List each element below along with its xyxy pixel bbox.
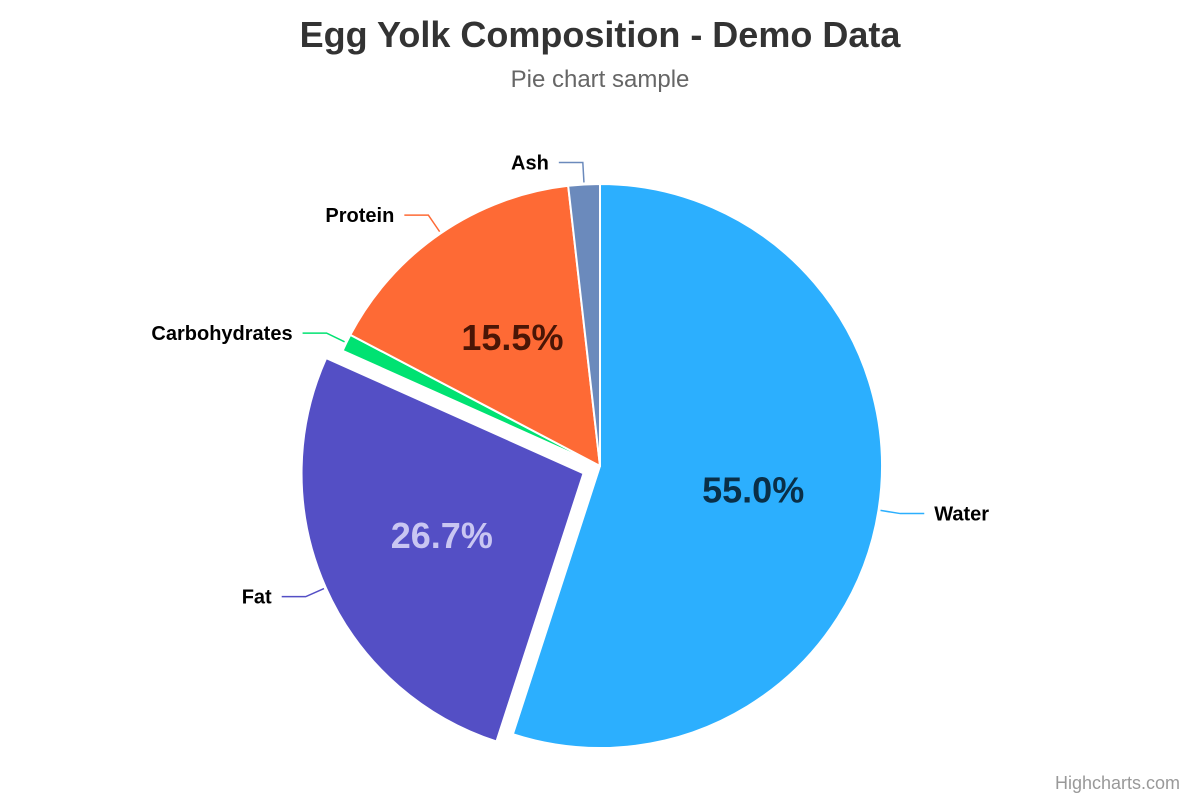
connector-carbohydrates (302, 332, 345, 343)
connector-protein (404, 214, 441, 233)
slice-labels: 55.0% Water 26.7% Fat Carbohydrates 15.5% Prot… (151, 152, 989, 608)
slice-value-label-protein: 15.5% (461, 317, 563, 358)
slice-value-label-water: 55.0% (702, 469, 804, 510)
pie-slice-water[interactable] (511, 183, 883, 749)
pie-slice-protein[interactable] (349, 184, 601, 467)
pie-slice-fat[interactable] (300, 357, 585, 743)
connector-water (880, 509, 925, 515)
chart-title: Egg Yolk Composition - Demo Data (299, 14, 901, 55)
slice-name-label-protein: Protein (325, 205, 394, 227)
connector-fat (281, 587, 325, 598)
credits-link[interactable]: Highcharts.com (1054, 773, 1180, 793)
slice-name-label-ash: Ash (511, 152, 549, 174)
chart-subtitle: Pie chart sample (510, 66, 690, 93)
connector-ash (558, 161, 585, 183)
slice-name-label-fat: Fat (242, 587, 272, 609)
label-connectors (281, 161, 925, 598)
slice-name-label-water: Water (934, 504, 989, 526)
slice-name-label-carbohydrates: Carbohydrates (151, 323, 292, 345)
pie-slices (300, 183, 883, 749)
slice-value-label-fat: 26.7% (391, 515, 493, 556)
pie-slice-ash[interactable] (567, 183, 601, 467)
